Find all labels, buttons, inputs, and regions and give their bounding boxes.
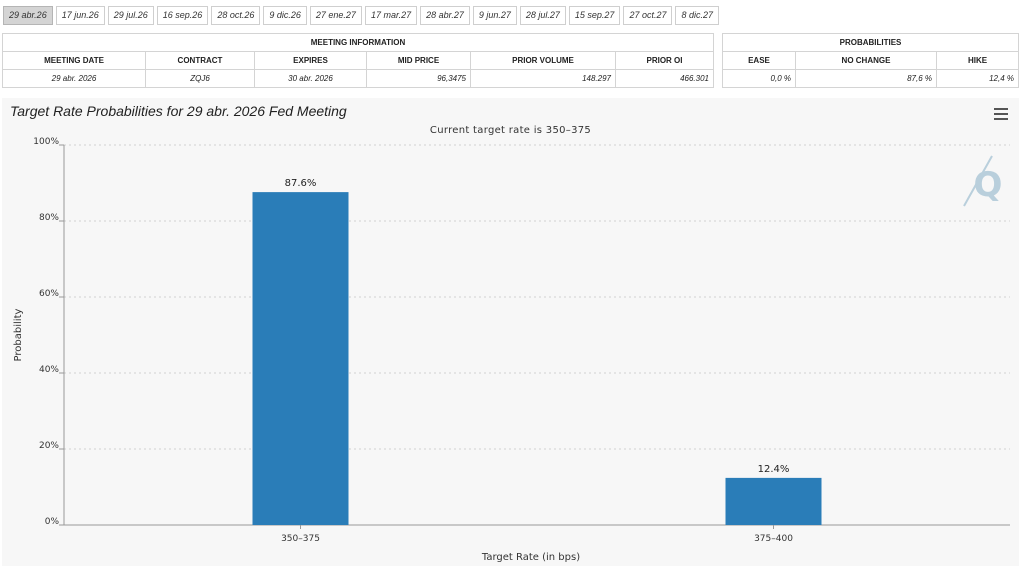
x-tick-label: 375–400 (754, 534, 793, 544)
chart-subtitle: Current target rate is 350–375 (429, 125, 592, 136)
y-axis-title: Probability (13, 308, 24, 361)
bar (252, 192, 349, 525)
date-tab[interactable]: 16 sep.26 (156, 6, 209, 25)
bar-data-label: 87.6% (285, 178, 317, 189)
chart-title: Target Rate Probabilities for 29 abr. 20… (10, 103, 347, 119)
prior-volume-value: 148.297 (470, 69, 616, 88)
date-tab[interactable]: 17 jun.26 (55, 6, 105, 25)
col-hike: HIKE (936, 51, 1019, 70)
y-tick-label: 80% (39, 213, 59, 223)
y-tick-label: 60% (39, 289, 59, 299)
date-tab[interactable]: 9 jun.27 (472, 6, 517, 25)
col-ease: EASE (722, 51, 796, 70)
meeting-information-header: MEETING INFORMATION (2, 33, 714, 52)
col-no-change: NO CHANGE (795, 51, 937, 70)
meeting-date-tabs: 29 abr.26 17 jun.26 29 jul.26 16 sep.26 28 o… (3, 6, 720, 25)
col-meeting-date: MEETING DATE (2, 51, 146, 70)
probabilities-table: PROBABILITIES EASE NO CHANGE HIKE 0,0 % … (722, 33, 1019, 88)
y-tick-label: 20% (39, 441, 59, 451)
y-tick-label: 0% (45, 517, 60, 527)
meeting-date-value: 29 abr. 2026 (2, 69, 146, 88)
x-axis-title: Target Rate (in bps) (481, 552, 580, 563)
bar-data-label: 12.4% (758, 464, 790, 475)
date-tab[interactable]: 29 abr.26 (3, 6, 53, 25)
col-expires: EXPIRES (254, 51, 367, 70)
expires-value: 30 abr. 2026 (254, 69, 367, 88)
probabilities-header: PROBABILITIES (722, 33, 1019, 52)
col-prior-volume: PRIOR VOLUME (470, 51, 616, 70)
date-tab[interactable]: 28 oct.26 (211, 6, 261, 25)
watermark-logo-icon: Q (974, 165, 1003, 205)
probability-bar-chart: 0% 20% 40% 60% 80% 100% 87.6% 350–375 12.4% 375–4… (13, 137, 1010, 563)
prior-oi-value: 466.301 (615, 69, 714, 88)
chart-menu-icon[interactable] (994, 108, 1008, 120)
date-tab[interactable]: 9 dic.26 (263, 6, 307, 25)
contract-value: ZQJ6 (145, 69, 255, 88)
col-contract: CONTRACT (145, 51, 255, 70)
col-mid-price: MID PRICE (366, 51, 471, 70)
col-prior-oi: PRIOR OI (615, 51, 714, 70)
mid-price-value: 96,3475 (366, 69, 471, 88)
y-tick-label: 100% (33, 137, 59, 147)
date-tab[interactable]: 29 jul.26 (107, 6, 154, 25)
date-tab[interactable]: 28 abr.27 (420, 6, 470, 25)
hike-value: 12,4 % (936, 69, 1019, 88)
ease-value: 0,0 % (722, 69, 796, 88)
meeting-information-table: MEETING INFORMATION MEETING DATE CONTRAC… (2, 33, 714, 88)
date-tab[interactable]: 27 oct.27 (623, 6, 673, 25)
bar (725, 477, 822, 525)
y-tick-label: 40% (39, 365, 59, 375)
x-tick-label: 350–375 (281, 534, 320, 544)
date-tab[interactable]: 8 dic.27 (675, 6, 720, 25)
date-tab[interactable]: 17 mar.27 (364, 6, 418, 25)
date-tab[interactable]: 27 ene.27 (309, 6, 362, 25)
watermark-logo-icon (963, 155, 993, 207)
date-tab[interactable]: 28 jul.27 (519, 6, 566, 25)
chart-area: 0% 20% 40% 60% 80% 100% 87.6% 350–375 12.4% 375–4… (2, 98, 1019, 566)
no-change-value: 87,6 % (795, 69, 937, 88)
date-tab[interactable]: 15 sep.27 (568, 6, 621, 25)
